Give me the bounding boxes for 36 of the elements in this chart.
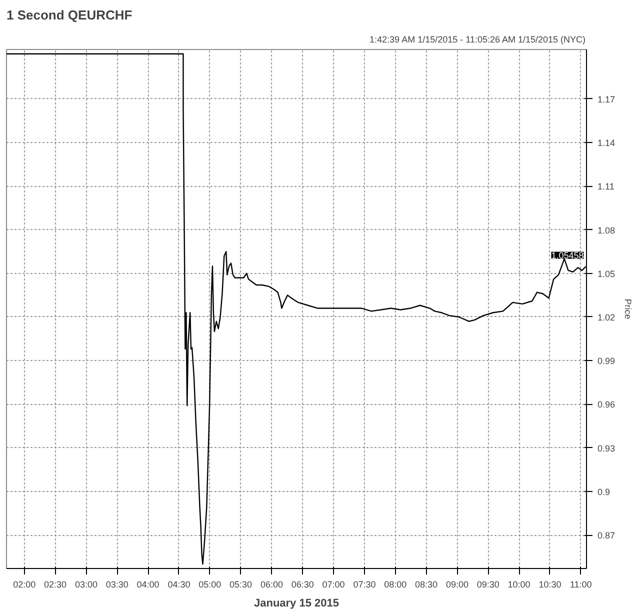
y-tick-label: 0.87 (598, 530, 616, 541)
x-tick-label: 09:00 (446, 580, 468, 590)
annotation: 1.05458 (551, 250, 584, 261)
x-tick-label: 03:30 (106, 580, 128, 590)
x-tick-label: 07:00 (322, 580, 345, 590)
x-tick-label: 05:30 (230, 580, 252, 590)
x-tick-label: 08:30 (415, 580, 438, 590)
x-tick-label: 02:00 (13, 580, 36, 590)
x-tick-label: 10:00 (508, 580, 530, 590)
x-tick-label: 04:30 (168, 580, 190, 590)
x-tick-label: 05:00 (198, 580, 222, 590)
x-tick-label: 11:00 (570, 580, 592, 590)
y-tick-label: 0.93 (598, 443, 616, 454)
y-tick-label: 0.96 (598, 400, 616, 410)
y-tick-label: 1.08 (598, 225, 616, 236)
y-tick-label: 0.99 (598, 356, 616, 366)
x-tick-label: 06:00 (260, 580, 283, 590)
y-tick-label: 1.05 (598, 268, 616, 279)
y-axis-title: Price (623, 298, 634, 320)
chart-subtitle: 1:42:39 AM 1/15/2015 - 11:05:26 AM 1/15/2015 (NYC) (370, 34, 586, 44)
x-tick-label: 06:30 (291, 580, 314, 590)
y-tick-label: 1.02 (598, 312, 616, 322)
y-tick-label: 1.14 (598, 138, 616, 148)
line-series (6, 53, 586, 565)
x-tick-label: 10:30 (538, 580, 562, 590)
y-tick-label: 1.11 (598, 182, 614, 192)
x-tick-label: 07:30 (353, 580, 376, 590)
x-tick-label: 04:00 (136, 580, 160, 590)
x-tick-label: 09:30 (476, 580, 500, 590)
chart-title: 1 Second QEURCHF (6, 8, 132, 22)
x-tick-label: 02:30 (44, 580, 67, 590)
x-tick-label: 08:00 (384, 580, 407, 590)
x-tick-label: 03:00 (74, 580, 98, 590)
y-tick-label: 0.9 (598, 486, 610, 497)
y-tick-label: 1.17 (598, 94, 616, 104)
x-axis-title: January 15 2015 (254, 598, 340, 610)
